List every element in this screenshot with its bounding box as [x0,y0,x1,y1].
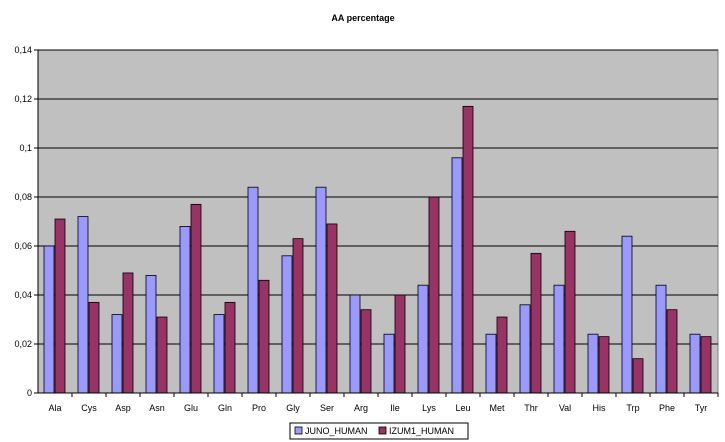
x-tick-label: His [593,403,606,413]
y-tick-label: 0,14 [14,45,32,55]
bar-izum1-human-glu [190,203,202,394]
bar-juno-human-asp [111,314,123,394]
bar-juno-human-trp [621,235,633,394]
bar-izum1-human-phe [666,309,678,394]
bar-juno-human-ala [43,245,55,394]
bar-izum1-human-gly [292,238,304,394]
bar-juno-human-val [553,284,565,394]
bar-juno-human-his [587,333,599,394]
bar-izum1-human-gln [224,301,236,394]
bar-juno-human-gly [281,255,293,394]
x-tick-label: Tyr [695,403,708,413]
legend-swatch-izum1-human [378,426,387,435]
bar-juno-human-thr [519,304,531,394]
bar-izum1-human-asp [122,272,134,394]
bar-izum1-human-ser [326,223,338,394]
y-tick-label: 0,06 [14,241,32,251]
bar-izum1-human-ala [54,218,66,394]
x-axis: Ala Cys Asp Asn Glu Gln Pro Gly Ser Arg Ile Lys Leu M… [38,392,719,413]
bar-juno-human-phe [655,284,667,394]
bar-juno-human-gln [213,314,225,394]
bar-izum1-human-tyr [700,336,712,394]
legend-label-izum1-human: IZUM1_HUMAN [389,426,454,436]
bar-juno-human-cys [77,216,89,394]
bar-juno-human-glu [179,225,191,394]
x-tick-label: Val [559,403,571,413]
bar-juno-human-arg [349,294,361,394]
x-tick-label: Ile [390,403,400,413]
bar-izum1-human-ile [394,294,406,394]
bar-juno-human-tyr [689,333,701,394]
bar-izum1-human-arg [360,309,372,394]
x-tick-label: Ser [320,403,334,413]
bar-juno-human-leu [451,157,463,394]
bar-izum1-human-thr [530,252,542,394]
bar-izum1-human-asn [156,316,168,394]
bar-izum1-human-his [598,336,610,394]
y-tick-label: 0,02 [14,339,32,349]
bar-izum1-human-leu [462,105,474,394]
bars [43,105,712,394]
bar-izum1-human-lys [428,196,440,394]
y-tick-label: 0,04 [14,290,32,300]
x-tick-label: Gln [218,403,232,413]
x-tick-label: Arg [354,403,368,413]
bar-juno-human-ile [383,333,395,394]
bar-juno-human-pro [247,186,259,394]
x-tick-label: Asp [115,403,131,413]
plot-area [37,49,719,394]
bar-juno-human-asn [145,274,157,394]
bar-juno-human-ser [315,186,327,394]
y-tick-label: 0,08 [14,192,32,202]
bar-izum1-human-cys [88,301,100,394]
x-tick-label: Thr [524,403,538,413]
y-tick-label: 0,12 [14,94,32,104]
legend-label-juno-human: JUNO_HUMAN [305,426,368,436]
y-tick-label: 0 [27,388,32,398]
x-tick-label: Trp [626,403,639,413]
bar-juno-human-met [485,333,497,394]
x-tick-label: Asn [149,403,165,413]
x-tick-label: Gly [286,403,300,413]
x-tick-label: Pro [252,403,266,413]
x-tick-label: Met [489,403,505,413]
x-tick-label: Lys [422,403,436,413]
x-tick-label: Cys [81,403,97,413]
bar-izum1-human-val [564,230,576,394]
bar-izum1-human-trp [632,358,644,394]
x-tick-label: Ala [48,403,61,413]
y-tick-label: 0,1 [19,143,32,153]
chart-title: AA percentage [331,13,394,23]
legend-swatch-juno-human [294,426,303,435]
legend: JUNO_HUMAN IZUM1_HUMAN [289,422,469,440]
y-axis: 0 0,02 0,04 0,06 0,08 0,1 0,12 0,14 [14,45,39,398]
x-tick-label: Leu [455,403,470,413]
bar-izum1-human-pro [258,279,270,394]
x-tick-label: Phe [659,403,675,413]
x-tick-label: Glu [184,403,198,413]
bar-juno-human-lys [417,284,429,394]
bar-izum1-human-met [496,316,508,394]
